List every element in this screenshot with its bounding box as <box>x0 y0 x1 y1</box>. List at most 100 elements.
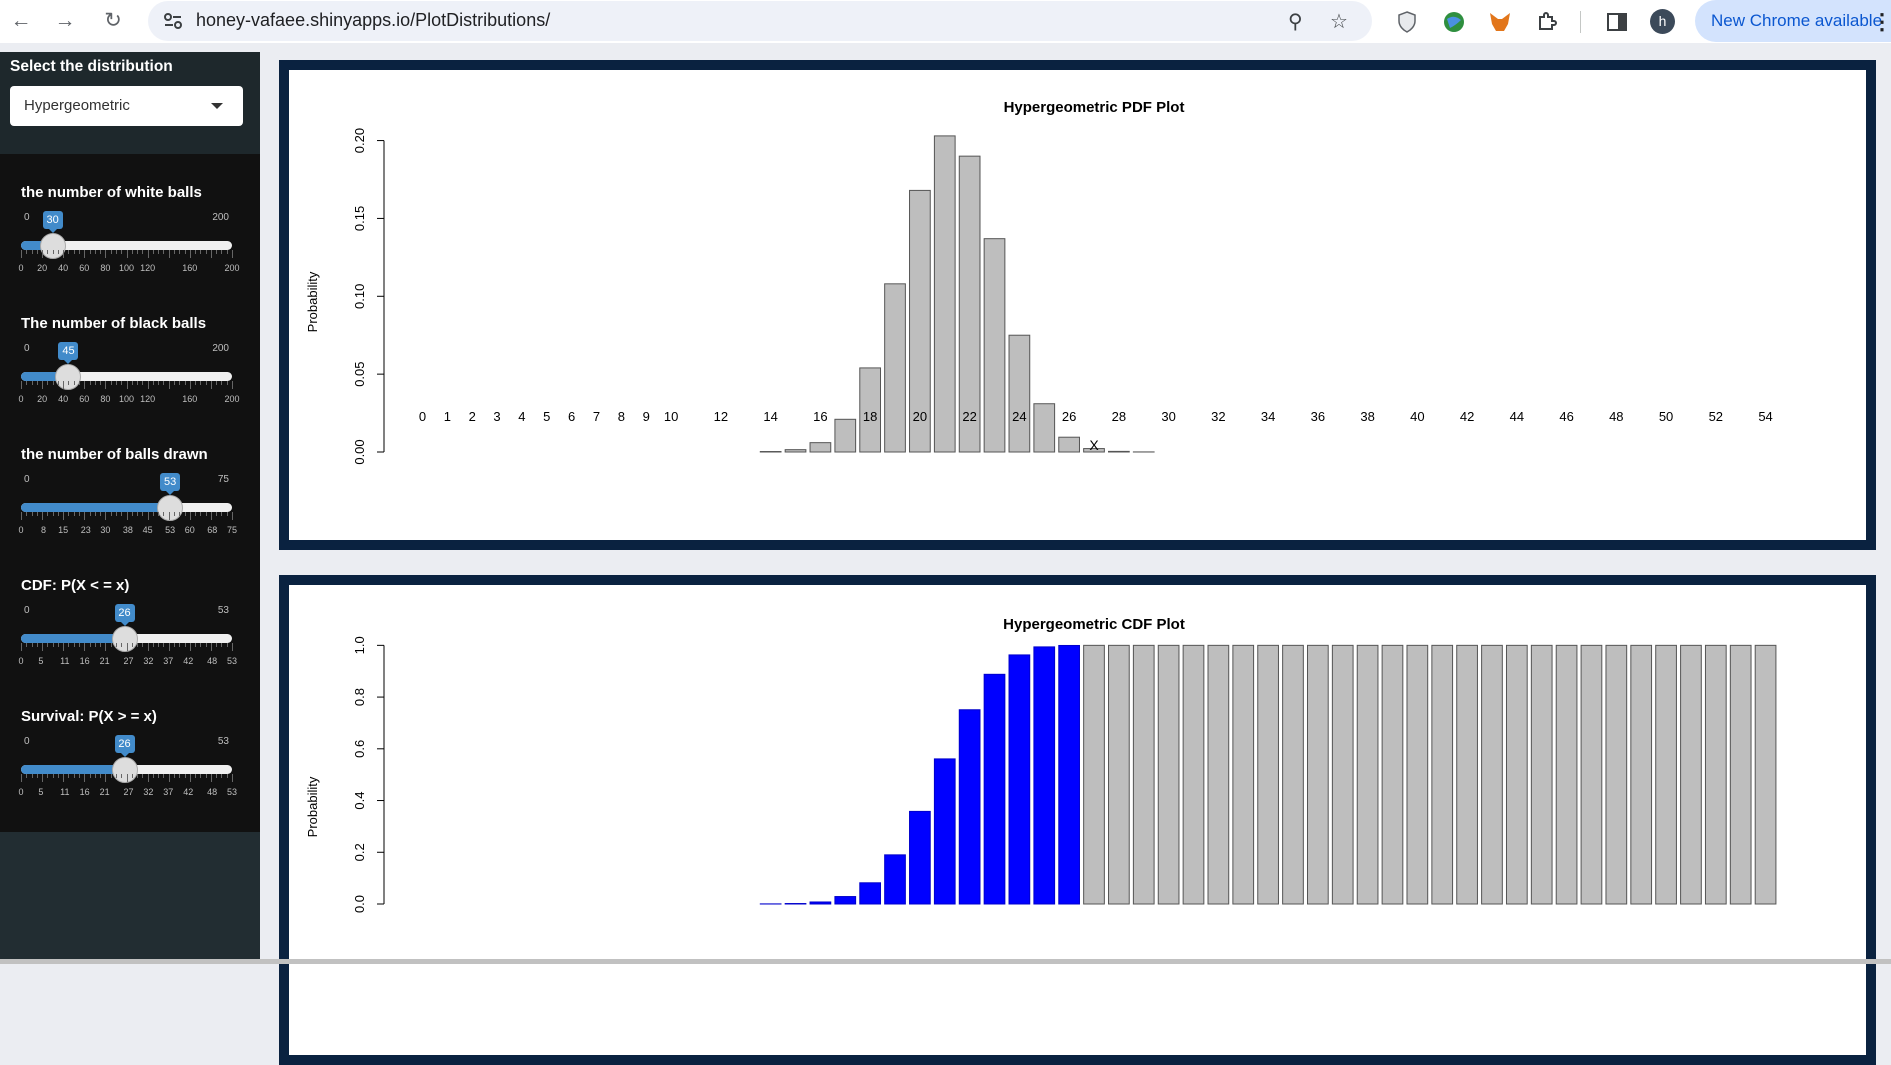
slider-grid-tick <box>179 512 180 516</box>
slider-grid-tick <box>195 774 196 778</box>
x-tick-label: 48 <box>1609 409 1623 424</box>
slider-max-label: 200 <box>212 343 229 354</box>
bar-x-15 <box>785 450 806 452</box>
slider-grid-label: 15 <box>58 525 68 535</box>
slider-value-bubble: 26 <box>115 604 135 622</box>
slider-grid-tick <box>53 643 54 647</box>
metamask-fox-icon[interactable] <box>1488 10 1512 34</box>
x-tick-label: 16 <box>813 409 827 424</box>
bar-x-31 <box>1183 645 1204 904</box>
chrome-menu-icon[interactable]: ⋮ <box>1871 9 1891 35</box>
slider-grid-tick <box>211 512 212 520</box>
x-tick-label: 38 <box>1360 409 1374 424</box>
slider-grid-label: 160 <box>182 263 197 273</box>
slider-grid-ticks <box>21 774 232 782</box>
bar-x-50 <box>1656 645 1677 904</box>
slider-grid-tick <box>158 643 159 647</box>
bar-x-35 <box>1283 645 1304 904</box>
slider-grid-label: 5 <box>38 656 43 666</box>
slider-grid-tick <box>216 381 217 385</box>
slider-track[interactable] <box>21 503 232 512</box>
slider-value-bubble: 53 <box>160 473 180 491</box>
slider-grid-tick <box>95 774 96 778</box>
slider-grid-tick <box>200 250 201 254</box>
slider-track[interactable] <box>21 372 232 381</box>
slider-grid-tick <box>58 512 59 516</box>
slider-grid-tick <box>169 774 170 782</box>
bookmark-star-icon[interactable]: ☆ <box>1330 9 1348 34</box>
slider-grid-tick <box>195 250 196 254</box>
slider-grid-label: 42 <box>183 787 193 797</box>
slider-grid-tick <box>68 643 69 647</box>
slider-grid-tick <box>53 250 54 254</box>
bar-x-48 <box>1606 645 1627 904</box>
slider-grid-tick <box>42 250 43 258</box>
bar-x-18 <box>860 883 881 904</box>
slider-grid-tick <box>74 774 75 778</box>
slider-grid-tick <box>26 643 27 647</box>
extensions-puzzle-icon[interactable] <box>1535 10 1559 34</box>
slider-grid-tick <box>42 381 43 389</box>
slider-grid-label: 200 <box>224 263 239 273</box>
bar-x-28 <box>1109 645 1130 904</box>
y-axis-label: Probability <box>305 776 320 837</box>
slider-grid-tick <box>227 774 228 778</box>
slider-grid-tick <box>121 512 122 516</box>
slider-grid-tick <box>90 512 91 516</box>
slider-label: Survival: P(X > = x) <box>21 708 157 725</box>
x-tick-label: 32 <box>1211 409 1225 424</box>
slider-grid-tick <box>100 512 101 516</box>
slider-grid-tick <box>68 250 69 254</box>
x-tick-label: 0 <box>419 409 426 424</box>
slider-max-label: 200 <box>212 212 229 223</box>
slider-grid-tick <box>158 774 159 778</box>
address-bar[interactable]: honey-vafaee.shinyapps.io/PlotDistributi… <box>148 1 1372 41</box>
side-panel-icon[interactable] <box>1605 10 1629 34</box>
slider-grid-tick <box>185 643 186 647</box>
slider-grid-label: 200 <box>224 394 239 404</box>
site-info-icon[interactable] <box>164 13 182 29</box>
pdf-plot-chart: Hypergeometric PDF Plot0.000.050.100.150… <box>289 70 1866 540</box>
slider-grid-tick <box>74 381 75 385</box>
slider-grid-label: 38 <box>123 525 133 535</box>
profile-avatar[interactable]: h <box>1650 9 1675 34</box>
slider-grid-tick <box>190 250 191 258</box>
slider-grid-tick <box>84 512 85 520</box>
bar-x-29 <box>1133 645 1154 904</box>
slider-grid-tick <box>127 512 128 520</box>
slider-min-label: 0 <box>24 343 30 354</box>
back-icon[interactable]: ← <box>8 8 34 34</box>
slider-grid-label: 120 <box>140 263 155 273</box>
slider-grid-tick <box>47 774 48 778</box>
slider-grid-tick <box>111 643 112 647</box>
reload-icon[interactable]: ↻ <box>100 8 126 34</box>
slider-grid-tick <box>195 512 196 516</box>
slider-grid-label: 100 <box>119 263 134 273</box>
bar-x-32 <box>1208 645 1229 904</box>
horizontal-scrollbar[interactable] <box>0 959 1891 964</box>
y-tick-label: 0.10 <box>352 284 367 309</box>
slider-grid-tick <box>121 381 122 385</box>
slider-grid-tick <box>132 512 133 516</box>
distribution-select[interactable]: Hypergeometric <box>10 86 243 126</box>
new-chrome-available-button[interactable]: New Chrome available <box>1695 0 1891 42</box>
slider-min-label: 0 <box>24 605 30 616</box>
zoom-icon[interactable]: ⚲ <box>1288 9 1303 34</box>
slider-grid-tick <box>179 774 180 778</box>
slider-grid-tick <box>37 643 38 647</box>
slider-grid-tick <box>116 774 117 778</box>
globe-extension-icon[interactable] <box>1442 10 1466 34</box>
forward-icon[interactable]: → <box>52 8 78 34</box>
shield-extension-icon[interactable] <box>1395 10 1419 34</box>
bar-x-52 <box>1705 645 1726 904</box>
slider-grid-tick <box>221 381 222 385</box>
slider-grid-tick <box>111 250 112 254</box>
slider-grid-label: 30 <box>100 525 110 535</box>
slider-grid-tick <box>32 381 33 385</box>
slider-grid-label: 68 <box>207 525 217 535</box>
